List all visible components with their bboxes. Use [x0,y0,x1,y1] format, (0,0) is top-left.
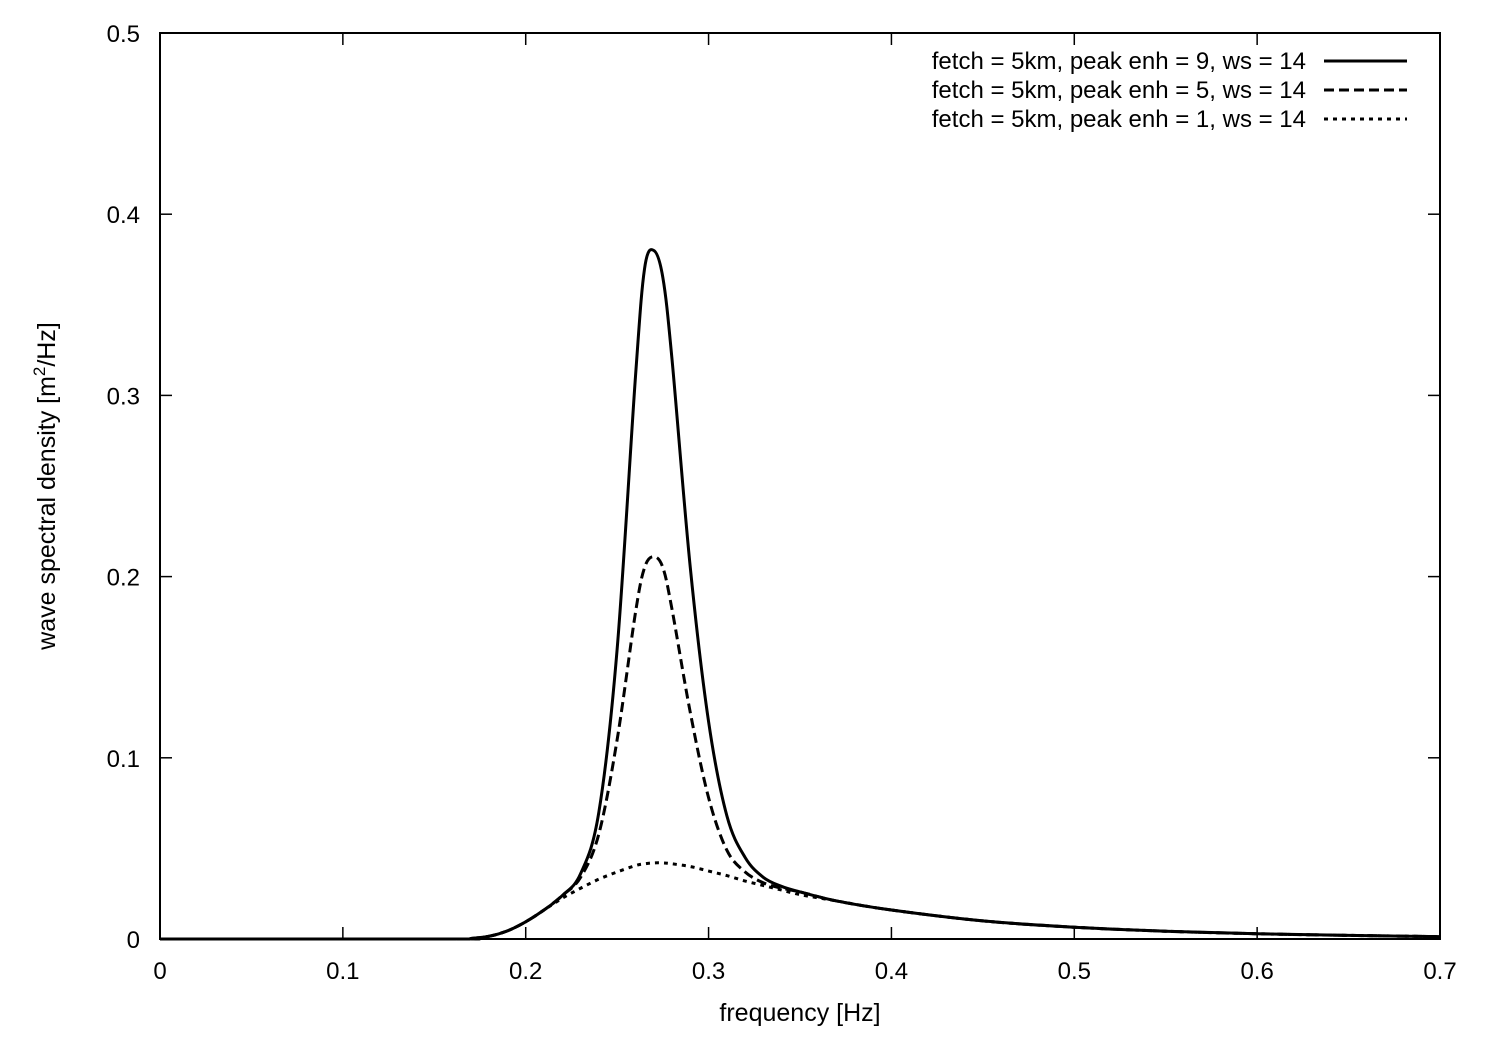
y-tick-label: 0.5 [107,21,140,48]
legend-entry-label: fetch = 5km, peak enh = 9, ws = 14 [932,48,1306,75]
y-axis-label-sup: 2 [30,367,49,376]
x-tick-label: 0.5 [1058,958,1091,985]
axis-ticks [159,32,1441,940]
data-series [160,248,1441,941]
y-tick-label: 0.4 [107,202,140,229]
x-tick-label: 0 [153,958,166,985]
plot-frame [159,32,1441,940]
series-line-2 [160,555,1441,941]
series-line-1 [160,248,1441,941]
x-tick-label: 0.4 [875,958,908,985]
legend: fetch = 5km, peak enh = 9, ws = 14fetch … [932,48,1407,133]
x-tick-label: 0.2 [509,958,542,985]
y-tick-label: 0.3 [107,383,140,410]
x-tick-label: 0.6 [1240,958,1273,985]
y-axis-label-suffix: /Hz] [33,322,61,366]
x-tick-label: 0.7 [1423,958,1456,985]
y-tick-label: 0.2 [107,565,140,592]
tick-labels: 0 0.1 0.2 0.3 0.4 0.5 0.6 0.7 0 0.1 0.2 0.3 0.4 0.5 [107,21,1457,985]
legend-entry-label: fetch = 5km, peak enh = 1, ws = 14 [932,106,1306,133]
x-axis-label: frequency [Hz] [719,999,880,1027]
x-tick-label: 0.3 [692,958,725,985]
y-axis-label-main: wave spectral density [m [33,376,61,651]
legend-entry-label: fetch = 5km, peak enh = 5, ws = 14 [932,77,1306,104]
x-tick-label: 0.1 [326,958,359,985]
y-tick-label: 0.1 [107,746,140,773]
series-line-3 [160,861,1441,941]
y-tick-label: 0 [127,927,140,954]
y-axis-label: wave spectral density [m2/Hz] [30,322,61,651]
